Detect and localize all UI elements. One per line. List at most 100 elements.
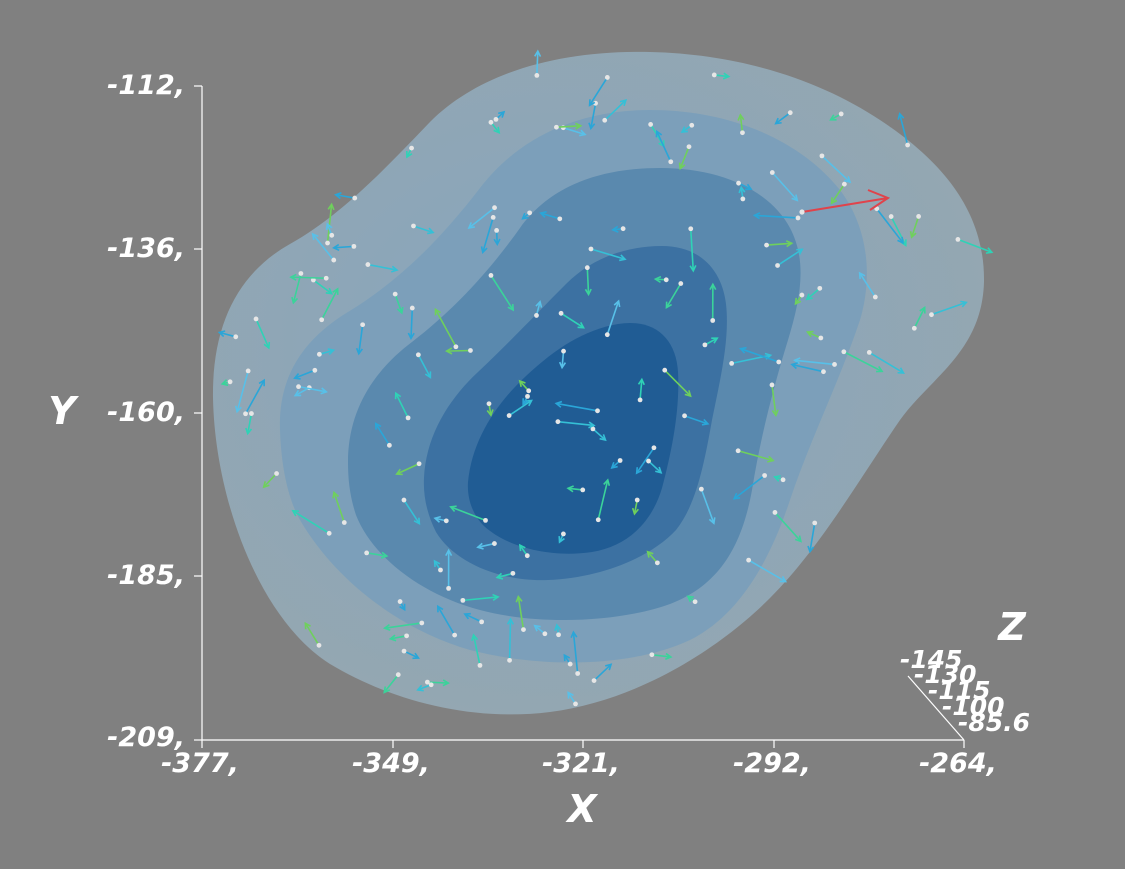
vector-head bbox=[486, 409, 494, 417]
vector-arrow bbox=[793, 357, 837, 367]
isosurface bbox=[212, 51, 985, 715]
vector-origin bbox=[692, 599, 698, 605]
vector-arrow bbox=[383, 672, 401, 694]
vector-arrow bbox=[415, 352, 432, 379]
vector-head bbox=[445, 548, 453, 556]
vector-shaft bbox=[320, 288, 339, 321]
vector-arrow bbox=[493, 227, 501, 247]
vector-arrow bbox=[495, 570, 516, 580]
vector-head bbox=[320, 387, 328, 395]
vector-head bbox=[844, 176, 852, 184]
vector-arrow bbox=[293, 367, 318, 380]
vector-head bbox=[563, 653, 571, 662]
vector-arrow bbox=[682, 413, 710, 426]
vector-origin bbox=[401, 648, 407, 654]
vector-arrow bbox=[444, 347, 473, 355]
y-tick-label: -185, bbox=[107, 560, 185, 591]
vector-shaft bbox=[754, 214, 799, 219]
vector-head bbox=[665, 301, 673, 310]
vector-shaft bbox=[366, 552, 387, 557]
vector-head bbox=[396, 306, 404, 315]
vector-shaft bbox=[236, 370, 249, 412]
vector-head bbox=[467, 222, 475, 230]
vector-arrow bbox=[220, 379, 233, 387]
vector-shaft bbox=[384, 622, 422, 629]
vector-arrow bbox=[588, 75, 610, 107]
vector-head bbox=[332, 490, 340, 499]
vector-arrow bbox=[735, 448, 775, 463]
vector-origin bbox=[662, 367, 668, 373]
vector-shaft bbox=[508, 399, 533, 417]
vector-arrow bbox=[554, 400, 600, 414]
vector-head bbox=[610, 461, 618, 470]
vector-shaft bbox=[290, 276, 327, 280]
vector-shaft bbox=[775, 112, 791, 125]
vector-origin bbox=[404, 633, 410, 639]
y-axis-ticks bbox=[194, 85, 202, 741]
vector-origin bbox=[486, 401, 492, 407]
vector-head bbox=[684, 390, 692, 398]
vector-head bbox=[680, 126, 689, 134]
vector-head bbox=[493, 126, 501, 135]
vector-arrow bbox=[819, 153, 852, 184]
vector-origin bbox=[634, 497, 640, 503]
vector-head bbox=[619, 254, 627, 262]
vector-arrow bbox=[407, 305, 415, 341]
vector-head bbox=[867, 189, 891, 211]
vector-head bbox=[579, 129, 587, 137]
vector-arrow bbox=[563, 653, 573, 667]
vector-arrow bbox=[310, 277, 334, 295]
vector-shaft bbox=[737, 450, 774, 462]
vector-head bbox=[619, 98, 628, 107]
vector-origin bbox=[866, 349, 872, 355]
x-axis-tick-labels: -377, -349, -321, -292, -264, bbox=[161, 748, 997, 779]
vector-arrow bbox=[739, 346, 782, 365]
vector-arrow bbox=[558, 348, 567, 370]
vector-shaft bbox=[679, 146, 690, 169]
vector-origin bbox=[555, 419, 561, 425]
vector-shaft bbox=[367, 263, 398, 271]
vector-shaft bbox=[801, 197, 889, 213]
vector-origin bbox=[775, 263, 780, 268]
vector-shaft bbox=[791, 363, 824, 373]
vector-arrow bbox=[558, 531, 566, 544]
z-axis-title: Z bbox=[997, 605, 1027, 649]
vector-shaft bbox=[777, 248, 803, 267]
vector-origin bbox=[521, 627, 526, 632]
vector-shaft bbox=[333, 492, 346, 523]
vector-head bbox=[829, 114, 837, 121]
vector-origin bbox=[534, 313, 539, 318]
vector-head bbox=[709, 282, 717, 290]
vector-arrow bbox=[539, 211, 563, 222]
vector-head bbox=[779, 576, 788, 583]
vector-origin bbox=[312, 367, 318, 373]
vector-head bbox=[332, 287, 339, 295]
vector-origin bbox=[351, 243, 357, 249]
vector-origin bbox=[556, 632, 561, 638]
vector-arrow bbox=[680, 122, 695, 134]
vector-shaft bbox=[312, 233, 335, 261]
vector-head bbox=[876, 365, 884, 373]
z-tick-label: -100 bbox=[942, 692, 1005, 721]
vector-head bbox=[732, 492, 741, 500]
vector-arrow bbox=[590, 426, 607, 442]
vector-origin bbox=[710, 318, 716, 323]
vector-head bbox=[413, 517, 421, 526]
vector-arrow bbox=[794, 292, 805, 306]
vector-shaft bbox=[427, 681, 449, 684]
vector-shaft bbox=[437, 605, 456, 636]
vector-origin bbox=[575, 671, 581, 676]
vector-shaft bbox=[560, 312, 585, 329]
vector-shaft bbox=[333, 245, 354, 249]
vector-arrow bbox=[554, 623, 562, 638]
vector-head bbox=[325, 287, 334, 295]
vector-shaft bbox=[809, 522, 816, 552]
vector-shaft bbox=[651, 653, 671, 658]
vector-arrow bbox=[463, 612, 485, 625]
vector-shaft bbox=[843, 351, 883, 373]
vector-shaft bbox=[446, 349, 471, 352]
vector-origin bbox=[911, 325, 917, 331]
vector-arrow bbox=[631, 497, 640, 516]
vector-head bbox=[558, 536, 565, 544]
vector-arrow bbox=[805, 285, 823, 301]
